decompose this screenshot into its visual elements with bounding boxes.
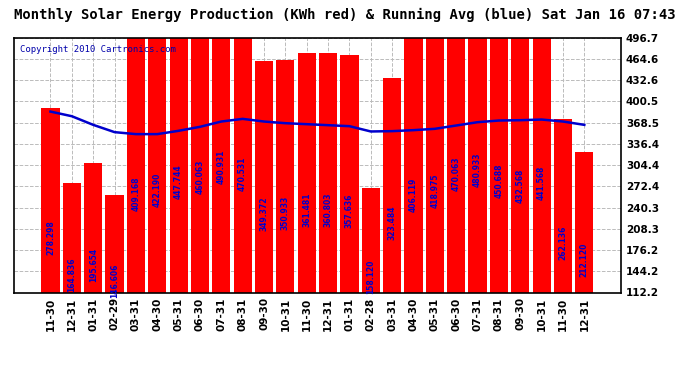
- Bar: [404, 23, 422, 292]
- Bar: [84, 163, 102, 292]
- Text: 262.136: 262.136: [558, 226, 567, 260]
- Bar: [63, 183, 81, 292]
- Bar: [554, 118, 572, 292]
- Bar: [191, 0, 209, 292]
- Text: 164.836: 164.836: [68, 258, 77, 292]
- Text: 357.636: 357.636: [345, 194, 354, 228]
- Text: 409.168: 409.168: [131, 177, 140, 211]
- Text: 470.063: 470.063: [452, 157, 461, 191]
- Bar: [469, 0, 486, 292]
- Bar: [106, 195, 124, 292]
- Bar: [255, 61, 273, 292]
- Bar: [426, 15, 444, 292]
- Text: 447.744: 447.744: [174, 164, 183, 198]
- Text: 158.120: 158.120: [366, 260, 375, 294]
- Text: 349.372: 349.372: [259, 196, 268, 231]
- Bar: [383, 78, 401, 292]
- Bar: [447, 0, 465, 292]
- Text: Monthly Solar Energy Production (KWh red) & Running Avg (blue) Sat Jan 16 07:43: Monthly Solar Energy Production (KWh red…: [14, 8, 676, 22]
- Text: 360.803: 360.803: [324, 193, 333, 227]
- Text: 432.568: 432.568: [515, 169, 525, 204]
- Text: 212.120: 212.120: [580, 242, 589, 276]
- Text: 490.931: 490.931: [217, 150, 226, 184]
- Bar: [234, 0, 252, 292]
- Text: 361.481: 361.481: [302, 193, 311, 227]
- Text: 441.568: 441.568: [537, 166, 546, 201]
- Text: 323.484: 323.484: [388, 205, 397, 240]
- Bar: [511, 6, 529, 292]
- Bar: [362, 188, 380, 292]
- Bar: [490, 0, 508, 292]
- Text: 195.654: 195.654: [89, 248, 98, 282]
- Text: 350.933: 350.933: [281, 196, 290, 231]
- Text: 406.119: 406.119: [409, 178, 418, 212]
- Bar: [127, 21, 145, 292]
- Text: 422.190: 422.190: [152, 172, 161, 207]
- Text: 146.606: 146.606: [110, 264, 119, 298]
- Text: 278.298: 278.298: [46, 220, 55, 255]
- Text: 450.688: 450.688: [495, 163, 504, 198]
- Text: 460.063: 460.063: [195, 160, 204, 194]
- Bar: [575, 152, 593, 292]
- Text: Copyright 2010 Cartronics.com: Copyright 2010 Cartronics.com: [20, 45, 176, 54]
- Bar: [148, 12, 166, 292]
- Bar: [41, 108, 59, 292]
- Bar: [213, 0, 230, 292]
- Text: 470.531: 470.531: [238, 156, 247, 191]
- Text: 480.933: 480.933: [473, 153, 482, 188]
- Bar: [297, 53, 316, 292]
- Bar: [276, 60, 295, 292]
- Bar: [533, 0, 551, 292]
- Bar: [170, 0, 188, 292]
- Bar: [340, 56, 359, 292]
- Text: 418.975: 418.975: [431, 174, 440, 208]
- Bar: [319, 53, 337, 292]
